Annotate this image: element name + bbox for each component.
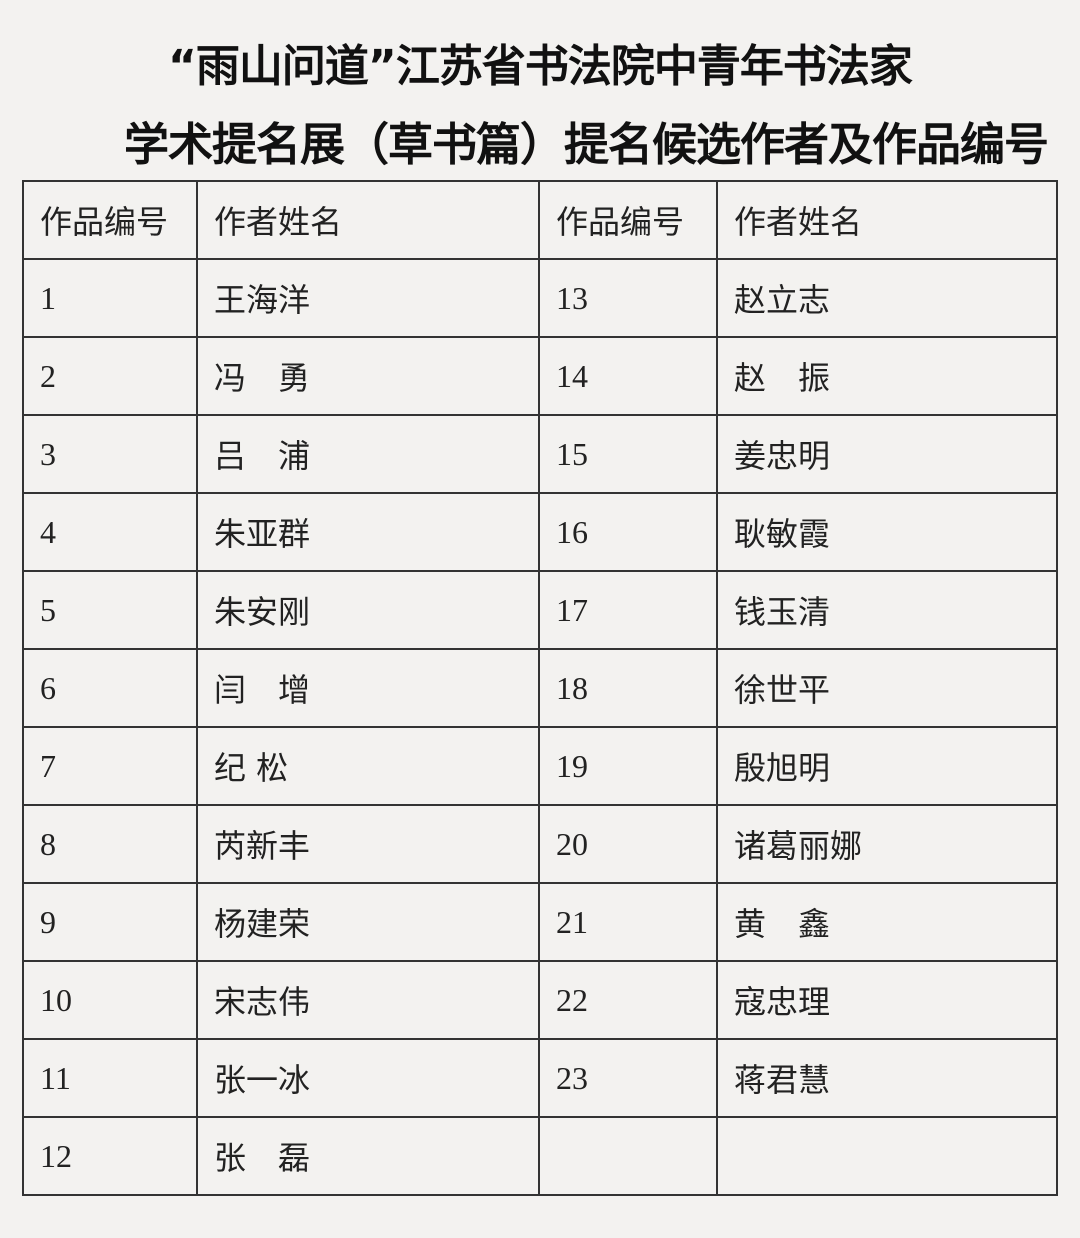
author-name-cell: 黄 鑫	[716, 882, 1058, 962]
work-number-cell: 9	[22, 882, 198, 962]
work-number-cell: 20	[538, 804, 718, 884]
table-row: 11 张一冰 23 蒋君慧	[22, 1038, 1058, 1118]
author-name-cell: 张 磊	[196, 1116, 540, 1196]
work-number-cell: 21	[538, 882, 718, 962]
table-row: 12 张 磊	[22, 1116, 1058, 1196]
author-name-cell: 闫 增	[196, 648, 540, 728]
table-header-row: 作品编号 作者姓名 作品编号 作者姓名	[22, 180, 1058, 260]
work-number-cell: 10	[22, 960, 198, 1040]
table-row: 5 朱安刚 17 钱玉清	[22, 570, 1058, 650]
work-number-cell: 8	[22, 804, 198, 884]
work-number-cell: 16	[538, 492, 718, 572]
author-name-cell: 耿敏霞	[716, 492, 1058, 572]
author-name-cell: 姜忠明	[716, 414, 1058, 494]
work-number-cell: 3	[22, 414, 198, 494]
author-name-cell: 寇忠理	[716, 960, 1058, 1040]
author-name-cell: 冯 勇	[196, 336, 540, 416]
document-title-line-2: 学术提名展（草书篇）提名候选作者及作品编号	[124, 118, 1049, 171]
work-number-cell: 17	[538, 570, 718, 650]
work-number-cell: 1	[22, 258, 198, 338]
header-work-number-cell: 作品编号	[538, 180, 718, 260]
header-author-name-cell: 作者姓名	[196, 180, 540, 260]
author-name-cell: 朱亚群	[196, 492, 540, 572]
author-name-cell: 王海洋	[196, 258, 540, 338]
work-number-cell: 6	[22, 648, 198, 728]
table-row: 10 宋志伟 22 寇忠理	[22, 960, 1058, 1040]
table-row: 1 王海洋 13 赵立志	[22, 258, 1058, 338]
document-title-line-1: “雨山问道”江苏省书法院中青年书法家	[168, 41, 913, 92]
work-number-cell: 23	[538, 1038, 718, 1118]
work-number-cell: 7	[22, 726, 198, 806]
author-name-cell: 吕 浦	[196, 414, 540, 494]
author-name-cell: 徐世平	[716, 648, 1058, 728]
author-name-cell: 朱安刚	[196, 570, 540, 650]
work-number-cell: 2	[22, 336, 198, 416]
header-author-name-cell: 作者姓名	[716, 180, 1058, 260]
author-name-cell: 杨建荣	[196, 882, 540, 962]
work-number-cell: 22	[538, 960, 718, 1040]
author-name-cell: 赵立志	[716, 258, 1058, 338]
author-name-cell: 纪 松	[196, 726, 540, 806]
work-number-cell: 12	[22, 1116, 198, 1196]
author-name-cell: 芮新丰	[196, 804, 540, 884]
table-row: 8 芮新丰 20 诸葛丽娜	[22, 804, 1058, 884]
table-row: 9 杨建荣 21 黄 鑫	[22, 882, 1058, 962]
work-number-cell	[538, 1116, 718, 1196]
work-number-cell: 19	[538, 726, 718, 806]
work-number-cell: 11	[22, 1038, 198, 1118]
author-name-cell: 张一冰	[196, 1038, 540, 1118]
author-name-cell: 钱玉清	[716, 570, 1058, 650]
work-number-cell: 18	[538, 648, 718, 728]
table-row: 4 朱亚群 16 耿敏霞	[22, 492, 1058, 572]
author-name-cell	[716, 1116, 1058, 1196]
work-number-cell: 5	[22, 570, 198, 650]
author-name-cell: 蒋君慧	[716, 1038, 1058, 1118]
work-number-cell: 14	[538, 336, 718, 416]
author-name-cell: 殷旭明	[716, 726, 1058, 806]
header-work-number-cell: 作品编号	[22, 180, 198, 260]
author-name-cell: 宋志伟	[196, 960, 540, 1040]
work-number-cell: 13	[538, 258, 718, 338]
work-number-cell: 4	[22, 492, 198, 572]
author-name-cell: 赵 振	[716, 336, 1058, 416]
work-number-cell: 15	[538, 414, 718, 494]
author-name-cell: 诸葛丽娜	[716, 804, 1058, 884]
